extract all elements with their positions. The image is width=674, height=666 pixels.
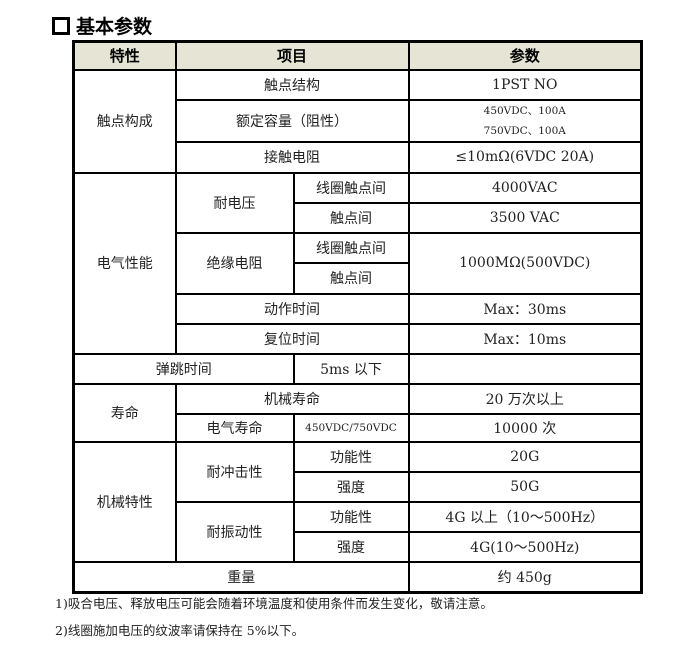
value-cell: ≤10mΩ(6VDC 20A)	[407, 140, 643, 174]
item-cell: 耐冲击性	[174, 440, 295, 503]
value-cell: 约 450g	[407, 560, 643, 594]
table-row: 寿命 机械寿命 20 万次以上	[72, 382, 643, 443]
checkbox-square-icon	[52, 16, 70, 35]
value-line: 450VDC、100A	[483, 104, 566, 117]
footnote: 2)线圈施加电压的纹波率请保持在 5%以下。	[55, 623, 305, 638]
header-feature: 特性	[72, 40, 177, 71]
value-cell: 20 万次以上	[407, 382, 643, 415]
value-cell: 5ms 以下	[292, 352, 410, 385]
group-cell: 寿命	[72, 382, 177, 443]
table-header: 特性 项目 参数	[72, 40, 643, 71]
value-cell: 50G	[407, 470, 643, 503]
header-item: 项目	[174, 40, 410, 71]
table-row: 强度 4G(10～500Hz)	[74, 530, 643, 563]
table-row: 耐振动性 功能性 4G 以上（10～500Hz）	[74, 500, 643, 563]
value-cell: 450VDC、100A 750VDC、100A	[407, 98, 643, 143]
value-cell: Max：10ms	[407, 322, 643, 355]
header-param: 参数	[407, 40, 643, 71]
value-cell: 20G	[407, 440, 643, 473]
table-row: 触点间	[74, 261, 642, 295]
table-row: 弹跳时间 5ms 以下	[72, 352, 642, 385]
value-cell: 4G 以上（10～500Hz）	[407, 500, 643, 533]
table-row: 接触电阻 ≤10mΩ(6VDC 20A)	[74, 140, 643, 174]
table-row: 强度 50G	[74, 470, 643, 503]
item-cell: 重量	[72, 560, 410, 594]
item-cell: 耐电压	[174, 171, 295, 234]
item-cell: 额定容量（阻性）	[174, 98, 410, 143]
section-title: 基本参数	[52, 12, 152, 39]
item-cell: 电气寿命	[174, 412, 295, 443]
table-row: 机械特性 耐冲击性 功能性 20G	[72, 440, 643, 563]
group-cell: 电气性能	[72, 171, 177, 355]
item-cell: 动作时间	[174, 292, 410, 325]
item-cell: 机械寿命	[174, 382, 410, 415]
sub-item-cell: 功能性	[292, 500, 410, 533]
table-row: 动作时间 Max：30ms	[74, 292, 643, 325]
sub-item-cell: 强度	[292, 530, 410, 563]
item-cell: 弹跳时间	[72, 352, 295, 385]
table-row: 电气寿命 450VDC/750VDC 10000 次	[74, 412, 643, 443]
table-row: 触点间 3500 VAC	[74, 201, 643, 234]
value-line: 750VDC、100A	[483, 124, 566, 137]
table-row: 绝缘电阻 线圈触点间 1000MΩ(500VDC)	[74, 231, 643, 295]
sub-item-cell: 线圈触点间	[292, 231, 410, 264]
value-cell: Max：30ms	[407, 292, 643, 325]
table-row: 触点构成 触点结构 1PST NO	[72, 68, 643, 174]
value-cell: 4G(10～500Hz)	[407, 530, 643, 563]
value-cell: 10000 次	[407, 412, 643, 443]
item-cell: 耐振动性	[174, 500, 295, 563]
table-row: 额定容量（阻性） 450VDC、100A 750VDC、100A	[74, 98, 643, 143]
sub-item-cell: 强度	[292, 470, 410, 503]
sub-item-cell: 触点间	[292, 201, 410, 234]
item-cell: 复位时间	[174, 322, 410, 355]
sub-item-cell: 线圈触点间	[292, 171, 410, 204]
item-cell: 绝缘电阻	[174, 231, 295, 295]
item-cell: 触点结构	[174, 68, 410, 101]
table-row: 复位时间 Max：10ms	[74, 322, 643, 355]
sub-item-cell: 功能性	[292, 440, 410, 473]
value-cell: 4000VAC	[407, 171, 643, 204]
parameters-table: 特性 项目 参数 触点构成 触点结构 1PST NO 额定容量（阻性） 450V…	[72, 40, 643, 594]
group-cell: 机械特性	[72, 440, 177, 563]
value-cell: 1PST NO	[407, 68, 643, 101]
sub-item-cell: 450VDC/750VDC	[292, 412, 410, 443]
table-row: 重量 约 450g	[72, 560, 643, 594]
table-row: 电气性能 耐电压 线圈触点间 4000VAC	[72, 171, 643, 355]
footnote: 1)吸合电压、释放电压可能会随着环境温度和使用条件而发生变化，敬请注意。	[55, 596, 493, 611]
group-cell: 触点构成	[72, 68, 177, 174]
sub-item-cell: 触点间	[292, 261, 410, 295]
value-cell: 1000MΩ(500VDC)	[407, 231, 643, 295]
value-cell: 3500 VAC	[407, 201, 643, 234]
item-cell: 接触电阻	[174, 140, 410, 174]
